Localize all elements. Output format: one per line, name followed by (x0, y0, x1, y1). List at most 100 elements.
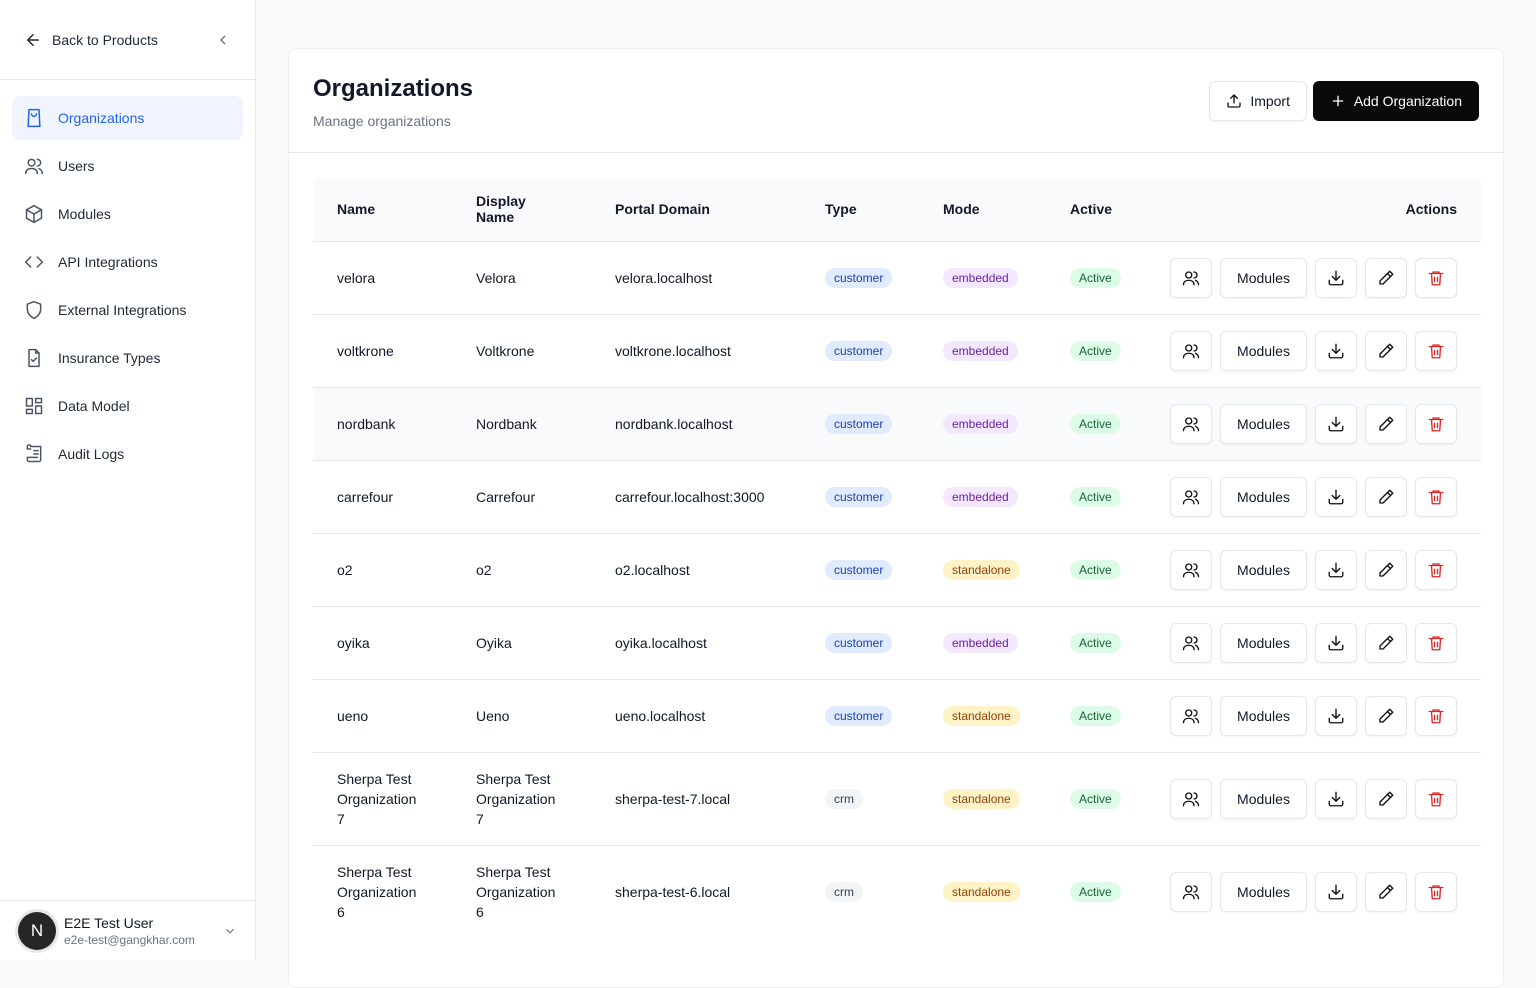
nav-item[interactable]: Data Model (12, 384, 243, 428)
users-button[interactable] (1170, 257, 1212, 298)
column-header: Mode (919, 177, 1046, 241)
actions-cell: Modules (1146, 605, 1481, 679)
actions: Modules (1170, 476, 1457, 517)
cell: Active (1046, 678, 1146, 752)
download-button[interactable] (1315, 871, 1357, 912)
modules-button[interactable]: Modules (1220, 549, 1307, 590)
status-badge: Active (1070, 487, 1121, 507)
modules-button[interactable]: Modules (1220, 330, 1307, 371)
download-button[interactable] (1315, 403, 1357, 444)
icon (1379, 884, 1394, 899)
modules-button[interactable]: Modules (1220, 622, 1307, 663)
name: o2 (337, 561, 353, 578)
users-button[interactable] (1170, 403, 1212, 444)
nav-item[interactable]: Users (12, 144, 243, 188)
download-button[interactable] (1315, 695, 1357, 736)
download-button[interactable] (1315, 549, 1357, 590)
icon (1428, 343, 1444, 358)
edit-button[interactable] (1365, 549, 1407, 590)
edit-button[interactable] (1365, 695, 1407, 736)
edit-button[interactable] (1365, 778, 1407, 819)
modules-button[interactable]: Modules (1220, 695, 1307, 736)
edit-button[interactable] (1365, 330, 1407, 371)
back-link[interactable]: Back to Products (0, 0, 255, 80)
cell: o2 (313, 532, 452, 606)
delete-button[interactable] (1415, 695, 1457, 736)
actions-cell: Modules (1146, 459, 1481, 533)
users-button[interactable] (1170, 695, 1212, 736)
delete-button[interactable] (1415, 476, 1457, 517)
import-button[interactable]: Import (1209, 81, 1307, 121)
name: ueno (337, 707, 369, 724)
modules-button[interactable]: Modules (1220, 257, 1307, 298)
icon (1182, 791, 1200, 806)
status-badge: Active (1070, 706, 1121, 726)
collapse-icon[interactable] (215, 32, 231, 48)
delete-button[interactable] (1415, 871, 1457, 912)
icon (1379, 562, 1394, 577)
cell: sherpa-test-7.local (591, 751, 801, 845)
delete-button[interactable] (1415, 778, 1457, 819)
subtitle: Manage organizations (313, 113, 451, 129)
name: carrefour (337, 488, 394, 505)
nav-item[interactable]: Audit Logs (12, 432, 243, 476)
column-label: Type (825, 200, 857, 217)
add-button[interactable]: Add Organization (1312, 81, 1479, 121)
upload-icon (1227, 94, 1241, 108)
column-header: Portal Domain (591, 177, 801, 241)
edit-button[interactable] (1365, 403, 1407, 444)
mode-badge: embedded (943, 268, 1018, 288)
download-button[interactable] (1315, 622, 1357, 663)
cell: Sherpa Test Organization 6 (452, 844, 591, 938)
cell: ueno.localhost (591, 678, 801, 752)
edit-button[interactable] (1365, 622, 1407, 663)
users-button[interactable] (1170, 549, 1212, 590)
cell: Active (1046, 751, 1146, 845)
table-row: ueno Ueno ueno.localhost customer standalone… (313, 678, 1481, 752)
icon (25, 204, 43, 224)
nav-item[interactable]: External Integrations (12, 288, 243, 332)
status-badge: Active (1070, 341, 1121, 361)
users-button[interactable] (1170, 778, 1212, 819)
cell: carrefour (313, 459, 452, 533)
portal-domain: carrefour.localhost:3000 (615, 488, 765, 505)
delete-button[interactable] (1415, 549, 1457, 590)
download-button[interactable] (1315, 476, 1357, 517)
table-row: Sherpa Test Organization 6 Sherpa Test Or… (313, 844, 1481, 938)
nav-item[interactable]: Insurance Types (12, 336, 243, 380)
icon (1428, 489, 1444, 504)
cell: embedded (919, 240, 1046, 314)
users-button[interactable] (1170, 476, 1212, 517)
actions: Modules (1170, 622, 1457, 663)
delete-button[interactable] (1415, 330, 1457, 371)
import-text: Import (1250, 93, 1290, 109)
column-label: Name (337, 200, 376, 217)
delete-button[interactable] (1415, 622, 1457, 663)
icon (1428, 708, 1444, 723)
actions-cell: Modules (1146, 751, 1481, 845)
download-button[interactable] (1315, 778, 1357, 819)
nav-item[interactable]: Modules (12, 192, 243, 236)
nav-item[interactable]: API Integrations (12, 240, 243, 284)
download-button[interactable] (1315, 330, 1357, 371)
cell: Active (1046, 240, 1146, 314)
cell: sherpa-test-6.local (591, 844, 801, 938)
column-label: Active (1070, 200, 1113, 217)
delete-button[interactable] (1415, 403, 1457, 444)
edit-button[interactable] (1365, 257, 1407, 298)
users-button[interactable] (1170, 871, 1212, 912)
delete-button[interactable] (1415, 257, 1457, 298)
users-button[interactable] (1170, 330, 1212, 371)
cell: embedded (919, 313, 1046, 387)
modules-button[interactable]: Modules (1220, 778, 1307, 819)
download-button[interactable] (1315, 257, 1357, 298)
users-button[interactable] (1170, 622, 1212, 663)
modules-button[interactable]: Modules (1220, 403, 1307, 444)
cell: Active (1046, 386, 1146, 460)
edit-button[interactable] (1365, 871, 1407, 912)
user-menu[interactable]: N E2E Test User e2e-test@gangkhar.com (0, 900, 255, 960)
modules-button[interactable]: Modules (1220, 476, 1307, 517)
edit-button[interactable] (1365, 476, 1407, 517)
nav-item[interactable]: Organizations (12, 96, 243, 140)
modules-button[interactable]: Modules (1220, 871, 1307, 912)
